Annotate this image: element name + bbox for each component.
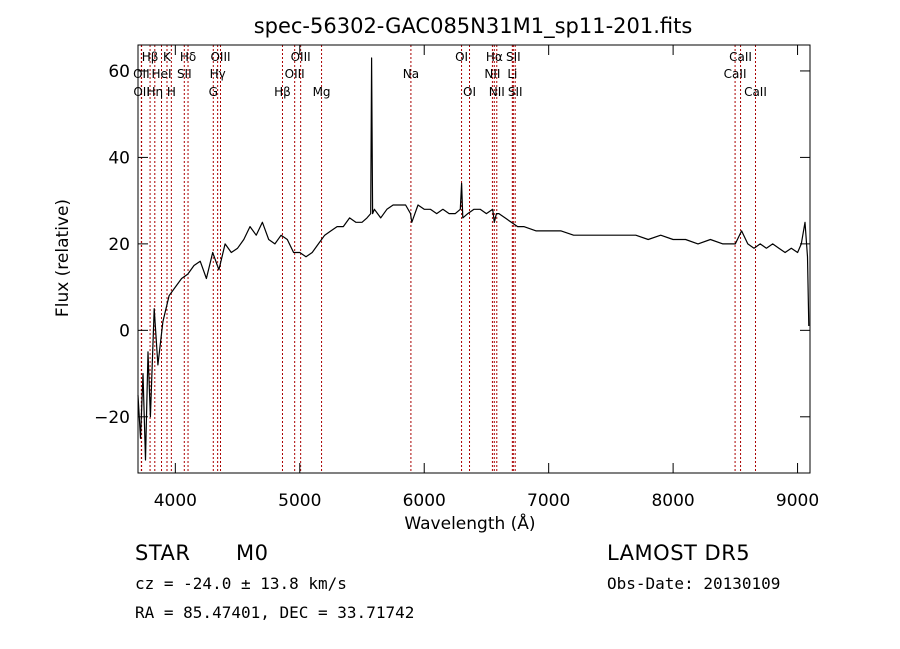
plot-frame bbox=[137, 44, 811, 474]
redshift-cz: cz = -24.0 ± 13.8 km/s bbox=[135, 574, 347, 593]
line-label-10: HeI bbox=[152, 67, 172, 81]
line-label-15: NII bbox=[484, 67, 500, 81]
line-label-12: Hγ bbox=[210, 67, 226, 81]
x-tick-label-5: 9000 bbox=[776, 491, 819, 511]
line-label-1: K bbox=[163, 50, 172, 64]
line-label-5: OI bbox=[455, 50, 468, 64]
x-tick-label-0: 4000 bbox=[154, 491, 197, 511]
line-label-18: OII bbox=[133, 85, 150, 99]
line-label-14: Na bbox=[403, 67, 419, 81]
x-tick-label-2: 6000 bbox=[403, 491, 446, 511]
line-label-2: Hδ bbox=[180, 50, 196, 64]
x-tick-label-3: 7000 bbox=[527, 491, 570, 511]
line-label-17: CaII bbox=[724, 67, 747, 81]
line-label-6: Hα bbox=[486, 50, 503, 64]
x-axis-label: Wavelength (Å) bbox=[404, 512, 535, 534]
plot-axes: 4000 5000 6000 7000 8000 9000 −20 0 20 40 60 bbox=[94, 44, 819, 511]
line-label-13: OIII bbox=[285, 67, 305, 81]
line-label-3: OIII bbox=[210, 50, 230, 64]
line-label-0: Hβ bbox=[142, 50, 159, 64]
y-tick-label-3: 40 bbox=[108, 148, 130, 168]
x-tick-label-4: 8000 bbox=[651, 491, 694, 511]
coordinates: RA = 85.47401, DEC = 33.71742 bbox=[135, 603, 415, 622]
y-tick-label-0: −20 bbox=[94, 408, 130, 428]
y-tick-label-1: 0 bbox=[119, 321, 130, 341]
spectrum-series bbox=[137, 57, 810, 461]
spectral-line-markers bbox=[140, 45, 756, 473]
line-label-20: H bbox=[167, 85, 176, 99]
line-label-9: OII bbox=[133, 67, 150, 81]
observation-date: Obs-Date: 20130109 bbox=[607, 574, 781, 593]
line-label-22: Hβ bbox=[274, 85, 291, 99]
object-subclass: M0 bbox=[236, 541, 269, 565]
spectrum-line-0 bbox=[137, 57, 810, 461]
line-label-26: SII bbox=[508, 85, 523, 99]
object-class: STAR bbox=[135, 541, 191, 565]
line-label-23: Mg bbox=[313, 85, 331, 99]
line-label-11: SII bbox=[177, 67, 192, 81]
line-label-7: SII bbox=[506, 50, 521, 64]
line-label-4: OIII bbox=[291, 50, 311, 64]
line-label-16: Li bbox=[507, 67, 517, 81]
y-tick-label-2: 20 bbox=[108, 235, 130, 255]
line-label-27: CaII bbox=[744, 85, 767, 99]
line-label-21: G bbox=[209, 85, 218, 99]
line-label-24: OI bbox=[463, 85, 476, 99]
data-release: LAMOST DR5 bbox=[607, 541, 751, 565]
y-axis-label: Flux (relative) bbox=[53, 199, 73, 317]
chart-title: spec-56302-GAC085N31M1_sp11-201.fits bbox=[254, 14, 693, 39]
x-tick-label-1: 5000 bbox=[278, 491, 321, 511]
line-label-8: CaII bbox=[729, 50, 752, 64]
line-label-25: NII bbox=[489, 85, 505, 99]
y-tick-label-4: 60 bbox=[108, 62, 130, 82]
line-label-19: Hη bbox=[146, 85, 163, 99]
